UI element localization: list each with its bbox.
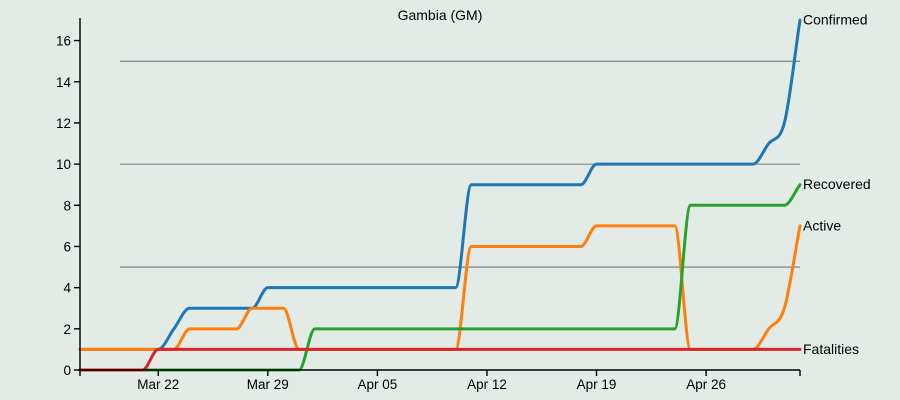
x-tick-label: Mar 29 (247, 377, 289, 392)
y-tick-label: 4 (63, 281, 71, 296)
y-tick-label: 16 (56, 34, 71, 49)
series-line-fatalities (78, 347, 802, 372)
series-label-fatalities: Fatalities (803, 341, 859, 357)
x-tick-label: Mar 22 (137, 377, 179, 392)
chart-title: Gambia (GM) (398, 7, 483, 23)
y-tick-label: 14 (56, 75, 72, 90)
x-tick-label: Apr 12 (467, 377, 507, 392)
series-labels: Confirmed Recovered Active Fatalities (803, 12, 871, 357)
x-tick-label: Apr 26 (686, 377, 726, 392)
y-tick-label: 8 (63, 198, 71, 213)
series-label-confirmed: Confirmed (803, 12, 868, 28)
y-tick-label: 10 (56, 157, 71, 172)
y-tick-label: 12 (56, 116, 71, 131)
y-tick-label: 2 (63, 322, 71, 337)
y-tick-label: 6 (63, 239, 71, 254)
series-label-recovered: Recovered (803, 176, 871, 192)
series-label-active: Active (803, 217, 841, 233)
y-tick-label: 0 (63, 363, 71, 378)
series-lines (78, 18, 802, 372)
x-tick-label: Apr 19 (577, 377, 617, 392)
series-line-confirmed (78, 18, 802, 351)
x-tick-label: Apr 05 (358, 377, 398, 392)
series-line-recovered (78, 183, 802, 372)
axes: 0 2 4 6 8 10 12 14 16 Mar 22 Mar 29 Apr 05 Apr 12 Apr… (56, 18, 801, 392)
